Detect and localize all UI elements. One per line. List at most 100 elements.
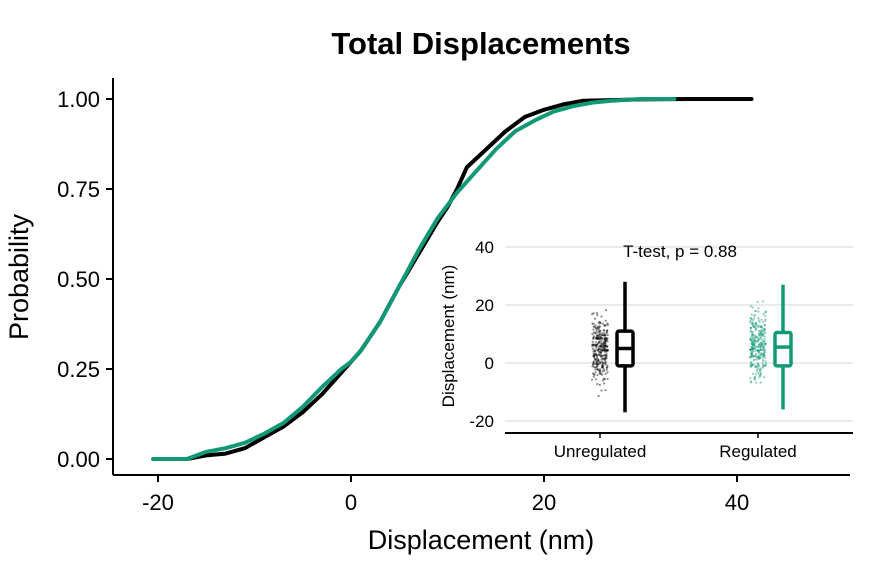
jitter-point	[749, 338, 752, 341]
jitter-point	[598, 368, 602, 371]
jitter-point	[601, 332, 604, 335]
jitter-point	[602, 346, 605, 350]
jitter-point	[749, 356, 753, 359]
jitter-point	[596, 374, 599, 377]
inset-boxplot: -20 0 20 40 Unregulated Regulated Displaceme…	[439, 238, 853, 461]
jitter-point	[599, 344, 602, 347]
jitter-point	[754, 346, 757, 349]
jitter-point	[757, 310, 760, 313]
jitter-point	[751, 318, 754, 322]
jitter-point	[599, 362, 602, 365]
jitter-point	[753, 341, 756, 344]
jitter-point	[751, 355, 754, 358]
jitter-point	[597, 348, 601, 351]
jitter-point	[757, 355, 760, 359]
jitter-point	[751, 342, 754, 346]
jitter-point	[598, 322, 601, 325]
jitter-point	[751, 350, 755, 353]
jitter-point	[605, 330, 608, 333]
jitter-point	[595, 353, 598, 356]
jitter-point	[763, 337, 766, 340]
jitter-point	[599, 361, 602, 364]
jitter-point	[763, 355, 766, 358]
jitter-point	[595, 312, 599, 315]
x-ticks: -20 0 20 40	[142, 475, 749, 515]
jitter-point	[758, 368, 762, 371]
jitter-point	[761, 362, 764, 365]
jitter-point	[758, 356, 761, 359]
jitter-point	[600, 389, 603, 392]
jitter-point	[749, 305, 753, 308]
jitter-point	[759, 368, 762, 371]
jitter-point	[590, 378, 594, 381]
jitter-point	[596, 348, 599, 351]
jitter-point	[750, 318, 753, 321]
jitter-point	[595, 335, 598, 338]
inset-x-tick-label: Unregulated	[554, 442, 647, 461]
jitter-point	[605, 354, 608, 357]
jitter-point	[596, 383, 599, 386]
jitter-point	[759, 334, 762, 337]
jitter-point	[596, 365, 599, 368]
jitter-point	[606, 323, 610, 326]
jitter-point	[604, 334, 607, 337]
jitter-point	[763, 335, 767, 338]
jitter-point	[764, 349, 767, 352]
jitter-point	[764, 311, 767, 314]
jitter-point	[750, 339, 753, 343]
jitter-point	[749, 326, 753, 329]
jitter-point	[758, 329, 761, 332]
jitter-point	[600, 315, 603, 318]
jitter-point	[591, 322, 594, 325]
jitter-point	[600, 372, 603, 375]
jitter-point	[594, 350, 597, 353]
jitter-point	[751, 331, 754, 334]
jitter-point	[749, 380, 753, 383]
jitter-point	[755, 352, 758, 356]
jitter-point	[605, 331, 608, 335]
jitter-point	[751, 306, 754, 309]
jitter-point	[758, 337, 761, 340]
jitter-point	[755, 355, 758, 358]
jitter-point	[762, 312, 765, 316]
jitter-point	[596, 342, 600, 345]
jitter-point	[604, 372, 607, 375]
jitter-point	[761, 300, 765, 303]
jitter-point	[604, 341, 607, 344]
jitter-point	[595, 345, 598, 348]
jitter-point	[603, 369, 606, 372]
jitter-point	[596, 349, 599, 352]
jitter-point	[597, 353, 600, 356]
jitter-point	[600, 334, 604, 337]
jitter-point	[596, 314, 599, 317]
jitter-point	[763, 323, 766, 327]
jitter-point	[604, 362, 607, 365]
jitter-point	[593, 353, 597, 356]
jitter-point	[604, 344, 608, 347]
jitter-point	[749, 366, 752, 369]
jitter-point	[601, 365, 604, 368]
jitter-point	[760, 344, 763, 347]
jitter-point	[759, 353, 762, 356]
jitter-point	[595, 354, 598, 357]
jitter-point	[592, 344, 595, 347]
jitter-point	[759, 381, 762, 384]
jitter-point	[763, 332, 767, 335]
jitter-point	[606, 349, 609, 352]
jitter-point	[752, 340, 755, 343]
jitter-point	[759, 331, 763, 334]
jitter-point	[592, 363, 595, 366]
jitter-point	[761, 352, 764, 355]
jitter-point	[764, 318, 767, 321]
jitter-point	[601, 366, 604, 369]
jitter-point	[757, 367, 760, 370]
jitter-point	[751, 330, 754, 333]
jitter-point	[603, 347, 607, 350]
jitter-point	[749, 377, 752, 380]
jitter-point	[761, 321, 765, 324]
jitter-point	[763, 327, 766, 330]
jitter-point	[758, 374, 761, 377]
jitter-point	[750, 353, 754, 356]
jitter-point	[750, 345, 753, 348]
jitter-point	[603, 349, 606, 352]
